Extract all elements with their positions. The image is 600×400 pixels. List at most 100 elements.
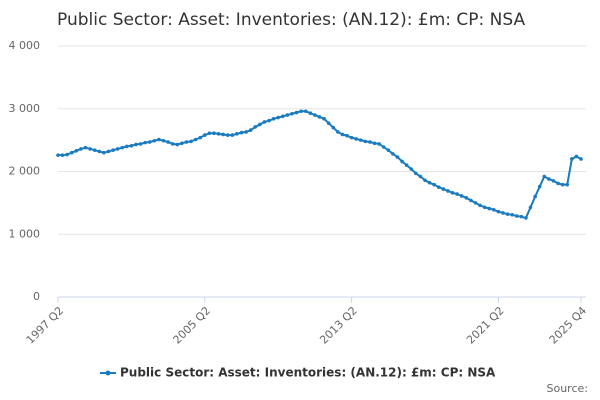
point — [280, 114, 285, 119]
point — [147, 140, 152, 144]
point — [427, 180, 432, 185]
point — [239, 130, 244, 135]
point — [120, 145, 125, 150]
source: Source: — [547, 382, 589, 395]
point — [129, 143, 134, 148]
x-tick-label: 1997 Q2 — [24, 304, 67, 347]
point — [313, 113, 317, 117]
point — [60, 153, 65, 157]
point — [294, 110, 299, 115]
y-tick-label: 3 000 — [9, 102, 41, 115]
point — [161, 138, 166, 143]
point — [88, 147, 92, 151]
point — [358, 138, 363, 142]
legend-label: Public Sector: Asset: Inventories: (AN.1… — [120, 366, 496, 380]
point — [157, 137, 161, 142]
point — [505, 212, 510, 216]
point — [551, 179, 556, 183]
point — [414, 171, 418, 176]
point — [203, 133, 207, 137]
point — [92, 148, 97, 152]
point — [537, 184, 542, 189]
point — [143, 140, 147, 145]
point — [244, 130, 248, 134]
point — [258, 122, 262, 127]
point — [134, 142, 138, 147]
point — [111, 148, 115, 152]
point — [138, 142, 143, 146]
point — [400, 159, 404, 164]
point — [198, 135, 203, 140]
point — [230, 133, 235, 137]
point — [79, 147, 83, 151]
x-tick-label: 2005 Q2 — [171, 304, 214, 347]
point — [496, 209, 501, 214]
point — [349, 135, 354, 140]
point — [326, 121, 331, 125]
point — [69, 150, 74, 155]
point — [216, 132, 221, 136]
point — [528, 205, 533, 210]
point — [492, 207, 496, 212]
point — [487, 206, 492, 211]
point — [175, 142, 180, 147]
point — [418, 174, 423, 179]
point — [423, 178, 427, 183]
point — [450, 191, 455, 195]
point — [501, 211, 505, 215]
x-tick-label: 2025 Q4 — [547, 304, 590, 347]
point — [166, 140, 170, 144]
point — [565, 182, 570, 187]
x-tick-label: 2021 Q2 — [464, 304, 507, 347]
point — [271, 116, 276, 121]
point — [106, 149, 111, 154]
point — [436, 185, 441, 189]
point — [446, 189, 450, 193]
point — [184, 140, 189, 144]
point — [56, 153, 60, 157]
point — [381, 145, 386, 149]
x-tick-label: 2013 Q2 — [317, 304, 360, 347]
point — [354, 137, 359, 141]
point — [276, 115, 281, 120]
point — [170, 142, 175, 146]
point — [455, 192, 459, 196]
point — [560, 182, 565, 187]
point — [225, 133, 230, 137]
point — [368, 140, 372, 144]
point — [248, 128, 253, 132]
point — [459, 194, 464, 198]
point — [377, 142, 381, 146]
point — [345, 133, 349, 138]
point — [464, 196, 469, 200]
point — [478, 203, 482, 208]
point — [340, 132, 345, 137]
point — [469, 198, 473, 203]
point — [212, 131, 216, 136]
point — [308, 111, 313, 115]
y-tick-label: 2 000 — [9, 165, 41, 178]
point — [533, 194, 537, 199]
point — [336, 130, 340, 134]
legend-marker — [105, 370, 111, 376]
point — [97, 149, 102, 154]
point — [441, 187, 446, 191]
point — [285, 113, 290, 117]
point — [391, 152, 395, 156]
line — [58, 110, 582, 220]
point — [482, 205, 487, 210]
point — [83, 145, 88, 150]
point — [574, 154, 579, 159]
point — [556, 181, 560, 186]
point — [262, 120, 267, 124]
point — [193, 137, 198, 142]
point — [74, 148, 79, 153]
point — [510, 212, 514, 217]
point — [65, 152, 69, 157]
point — [372, 141, 377, 146]
point — [102, 150, 106, 155]
point — [386, 148, 391, 152]
point — [125, 144, 129, 149]
point — [395, 155, 400, 159]
